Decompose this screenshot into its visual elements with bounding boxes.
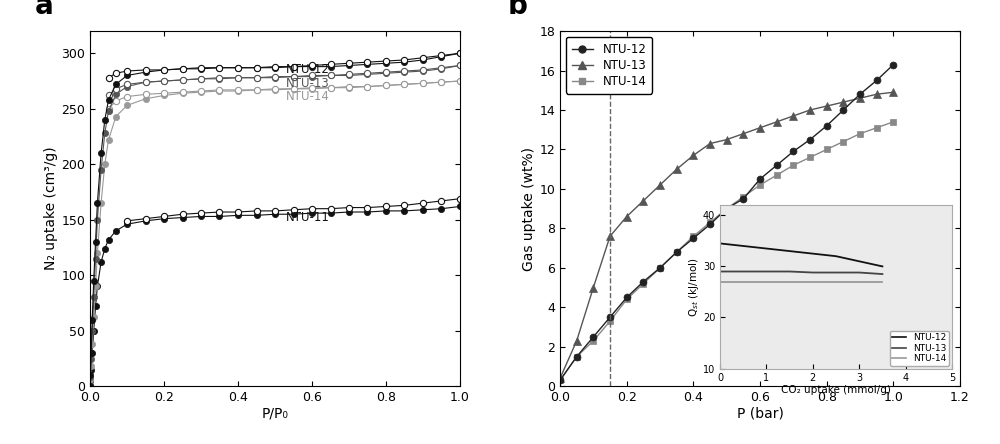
NTU-14	[854, 131, 866, 136]
NTU-12	[837, 107, 849, 113]
Y-axis label: Gas uptake (wt%): Gas uptake (wt%)	[522, 147, 536, 271]
NTU-12	[821, 123, 833, 128]
NTU-12	[604, 314, 616, 320]
NTU-14	[604, 318, 616, 324]
NTU-14	[771, 172, 783, 178]
Line: NTU-14: NTU-14	[557, 119, 897, 384]
Line: NTU-13: NTU-13	[556, 88, 898, 383]
NTU-12	[654, 265, 666, 270]
Legend: NTU-12, NTU-13, NTU-14: NTU-12, NTU-13, NTU-14	[566, 37, 652, 94]
NTU-13	[887, 90, 899, 95]
NTU-12	[687, 236, 699, 241]
NTU-12	[804, 137, 816, 142]
NTU-12	[787, 149, 799, 154]
NTU-14	[804, 155, 816, 160]
NTU-14	[837, 139, 849, 144]
NTU-13	[637, 198, 649, 203]
NTU-14	[737, 194, 749, 199]
NTU-12	[621, 295, 633, 300]
Y-axis label: N₂ uptake (cm³/g): N₂ uptake (cm³/g)	[44, 147, 58, 270]
NTU-13	[771, 119, 783, 124]
Text: NTU-11: NTU-11	[286, 211, 330, 224]
NTU-12	[871, 78, 883, 83]
NTU-14	[587, 338, 599, 344]
NTU-13	[571, 338, 583, 344]
NTU-13	[671, 166, 683, 172]
NTU-13	[837, 99, 849, 105]
NTU-14	[654, 265, 666, 270]
NTU-13	[704, 141, 716, 146]
NTU-13	[821, 103, 833, 109]
NTU-12	[704, 222, 716, 227]
NTU-13	[687, 153, 699, 158]
NTU-14	[704, 220, 716, 225]
NTU-14	[871, 125, 883, 131]
X-axis label: P (bar): P (bar)	[737, 407, 783, 421]
NTU-13	[554, 376, 566, 381]
NTU-12	[554, 378, 566, 383]
NTU-13	[621, 214, 633, 219]
NTU-12	[637, 279, 649, 284]
NTU-13	[804, 107, 816, 113]
NTU-14	[721, 206, 733, 211]
NTU-14	[754, 182, 766, 188]
NTU-14	[821, 147, 833, 152]
NTU-14	[671, 250, 683, 255]
NTU-14	[887, 119, 899, 124]
Line: NTU-12: NTU-12	[557, 61, 897, 384]
Text: NTU-14: NTU-14	[286, 90, 330, 103]
NTU-14	[637, 281, 649, 286]
NTU-13	[787, 113, 799, 119]
NTU-12	[754, 176, 766, 182]
NTU-13	[654, 182, 666, 188]
Text: NTU-13: NTU-13	[286, 77, 330, 90]
NTU-13	[854, 95, 866, 101]
NTU-14	[554, 378, 566, 383]
Text: NTU-12: NTU-12	[286, 63, 330, 76]
NTU-14	[687, 234, 699, 239]
NTU-12	[737, 196, 749, 202]
NTU-13	[754, 125, 766, 131]
NTU-13	[587, 285, 599, 290]
NTU-14	[787, 163, 799, 168]
NTU-14	[621, 297, 633, 302]
NTU-12	[571, 354, 583, 359]
NTU-13	[604, 234, 616, 239]
NTU-12	[854, 91, 866, 97]
NTU-12	[721, 206, 733, 211]
NTU-12	[671, 250, 683, 255]
NTU-12	[771, 163, 783, 168]
NTU-12	[587, 334, 599, 340]
NTU-12	[887, 62, 899, 67]
Text: a: a	[35, 0, 53, 20]
NTU-13	[871, 91, 883, 97]
NTU-13	[721, 137, 733, 142]
X-axis label: P/P₀: P/P₀	[262, 407, 288, 421]
Text: b: b	[508, 0, 528, 20]
NTU-13	[737, 131, 749, 136]
NTU-14	[571, 354, 583, 359]
